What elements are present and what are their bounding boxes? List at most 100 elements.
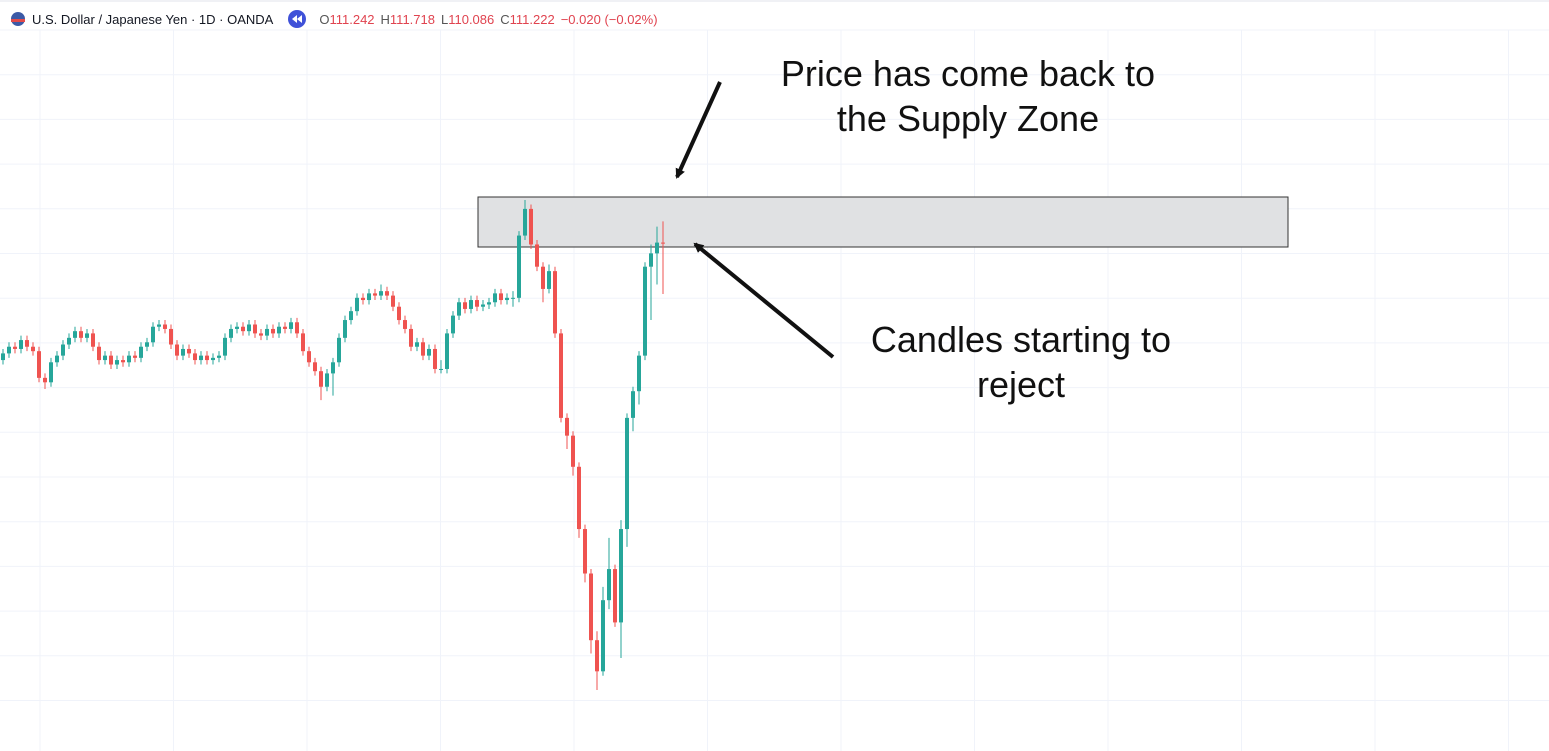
candle-body [43,377,47,383]
candle-body [97,346,101,361]
candle-body [301,333,305,352]
candles [1,200,665,690]
candle-body [367,293,371,301]
candle-body [109,355,113,365]
ohlc-label: C [500,11,510,27]
candle-body [343,320,347,338]
annotation: Candles starting to [871,319,1171,360]
candle-body [349,311,353,321]
candle-body [421,342,425,356]
ohlc-label: O [319,11,330,27]
candle-body [85,333,89,338]
candle-body [415,342,419,347]
candle-body [241,326,245,332]
candle-body [517,235,521,298]
candle-body [187,348,191,354]
candle-body [505,297,509,301]
candle-body [373,293,377,296]
ohlc-value: 111.242 [329,11,375,27]
candle-body [481,304,485,307]
candle-body [643,266,647,356]
candle-body [637,355,641,392]
candle-body [319,371,323,387]
candle-body [451,315,455,334]
symbol: U.S. Dollar / Japanese Yen · 1D · OANDA [32,11,274,27]
candle-body [61,344,65,356]
annotation: Price has come back to [781,53,1155,94]
candle-body [427,348,431,356]
header: U.S. Dollar / Japanese Yen · 1D · OANDA … [10,9,658,29]
ohlc-value: 111.222 [509,11,555,27]
candle-body [19,340,23,349]
candle-body [619,529,623,623]
candle-body [583,529,587,574]
candle-body [91,333,95,347]
candle-body [1,353,5,361]
candle-body [121,360,125,363]
candle-body [511,297,515,299]
supply-zone [477,196,1289,248]
candle-body [139,346,143,358]
candle-body [289,322,293,329]
candle-body [181,348,185,356]
candle-body [127,355,131,363]
candle-body [379,291,383,296]
candle-body [499,293,503,301]
candle-body [457,302,461,316]
candle-body [529,208,533,245]
candle-body [229,328,233,338]
candle-body [595,640,599,672]
ohlc: O111.242 H111.718 L110.086 C111.222 [313,12,554,27]
ohlc-label: H [380,11,390,27]
candle-body [313,362,317,372]
candle-body [13,346,17,349]
candle-body [613,569,617,623]
candle-body [103,355,107,361]
candle-body [475,300,479,307]
ohlc-label: L [440,11,449,27]
candle-body [325,373,329,387]
change: −0.020 (−0.02%) [560,11,658,27]
candle-body [133,355,137,358]
candle-body [217,355,221,358]
candle-body [163,324,167,329]
replay-button[interactable] [287,9,307,29]
candle-body [73,331,77,338]
candle-body [205,355,209,361]
candle-body [487,302,491,305]
candle-body [115,360,119,365]
candle-body [433,348,437,369]
candle-body [235,326,239,329]
candle-body [469,300,473,309]
candle-body [649,253,653,267]
candle-body [625,417,629,530]
arrow [693,242,835,359]
candle-body [571,435,575,467]
candle-body [559,333,563,418]
candle-body [523,208,527,236]
candle-body [385,291,389,296]
candle-body [409,328,413,347]
candle-body [391,295,395,307]
candle-body [589,573,593,641]
candle-body [607,569,611,601]
candle-body [193,353,197,361]
candle-body [175,344,179,356]
candle-body [265,328,269,336]
candle-body [445,333,449,369]
candle-body [157,324,161,327]
candle-body [7,346,11,354]
candle-body [25,340,29,347]
candle-body [331,362,335,374]
candle-body [337,337,341,363]
candle-body [79,331,83,338]
candle-body [661,242,665,244]
candle-body [439,368,443,370]
candle-body [631,391,635,418]
candle-body [307,351,311,363]
candle-body [565,417,569,436]
candle-body [577,466,581,530]
candle-body [169,328,173,345]
